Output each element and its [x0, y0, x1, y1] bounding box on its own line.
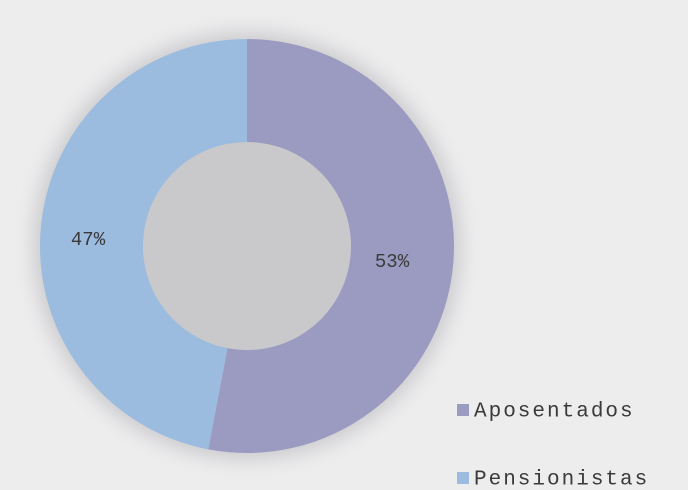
- legend-swatch: [457, 472, 469, 484]
- legend-label: Pensionistas: [474, 469, 649, 490]
- legend-swatch: [457, 404, 469, 416]
- donut-slice: [208, 39, 454, 453]
- value-label: 53%: [375, 251, 410, 273]
- donut-slice: [39, 39, 248, 450]
- legend-label: Aposentados: [474, 401, 635, 424]
- value-label: 47%: [71, 229, 106, 251]
